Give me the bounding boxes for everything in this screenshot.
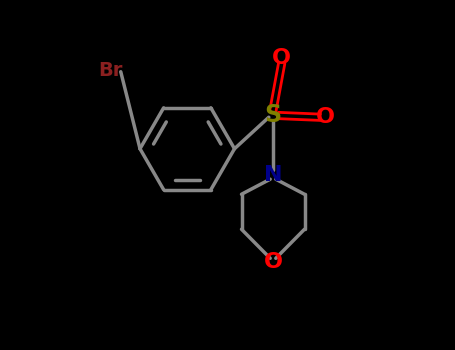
Text: S: S: [264, 104, 282, 127]
Text: Br: Br: [98, 61, 122, 79]
Text: N: N: [264, 165, 282, 185]
Text: O: O: [316, 107, 335, 127]
Text: O: O: [272, 48, 291, 68]
Text: O: O: [263, 252, 283, 273]
